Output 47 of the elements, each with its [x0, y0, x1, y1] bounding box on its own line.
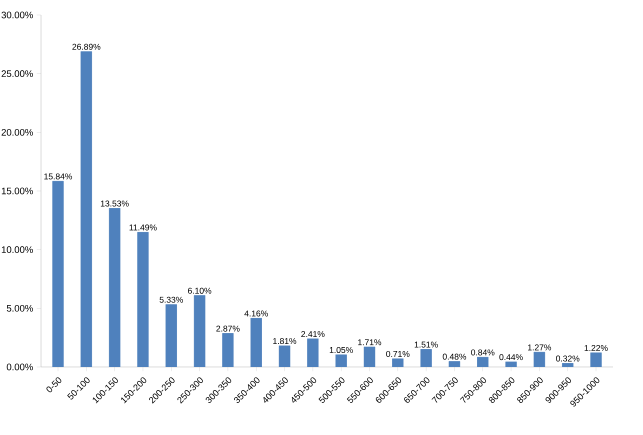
bar [335, 354, 347, 367]
bar [590, 352, 602, 367]
bar [420, 349, 432, 367]
y-tick-label: 15.00% [2, 188, 33, 194]
bar [534, 352, 546, 367]
y-tick-label: 0.00% [6, 364, 33, 370]
bar [307, 338, 319, 367]
data-label: 26.89% [72, 44, 100, 50]
data-label: 1.81% [273, 338, 296, 344]
bar [108, 208, 120, 367]
bar [52, 180, 64, 367]
data-label: 1.27% [528, 344, 552, 350]
data-label: 4.16% [244, 310, 268, 316]
y-tick-label: 20.00% [2, 128, 33, 136]
data-label: 1.05% [330, 346, 353, 353]
data-label: 0.44% [499, 354, 523, 360]
data-label: 15.84% [44, 173, 72, 180]
bar [250, 318, 262, 367]
data-label: 2.87% [216, 326, 240, 332]
bar [222, 333, 234, 367]
bar [278, 346, 290, 367]
data-label: 0.48% [442, 354, 466, 360]
bar [392, 358, 404, 367]
data-label: 1.71% [358, 339, 382, 346]
data-label: 13.53% [100, 200, 129, 207]
data-label: 0.32% [556, 356, 580, 362]
data-label: 2.41% [301, 331, 325, 338]
bar [364, 346, 376, 367]
data-label: 5.33% [160, 296, 183, 303]
y-tick-label: 10.00% [2, 246, 33, 254]
data-label: 6.10% [188, 288, 212, 294]
bar [477, 356, 488, 367]
bar [448, 361, 460, 367]
y-tick-label: 30.00% [2, 12, 33, 18]
data-label: 11.49% [130, 224, 157, 230]
data-label: 0.84% [471, 349, 494, 356]
data-label: 1.22% [584, 345, 608, 351]
bar [194, 295, 206, 367]
y-tick-label: 5.00% [6, 304, 33, 312]
y-tick-label: 25.00% [2, 70, 33, 78]
bar [166, 304, 177, 367]
bar [562, 363, 574, 367]
bar [80, 51, 92, 367]
bar [137, 232, 149, 367]
data-label: 1.51% [414, 342, 438, 348]
data-label: 0.71% [386, 350, 410, 357]
bar [505, 362, 517, 367]
